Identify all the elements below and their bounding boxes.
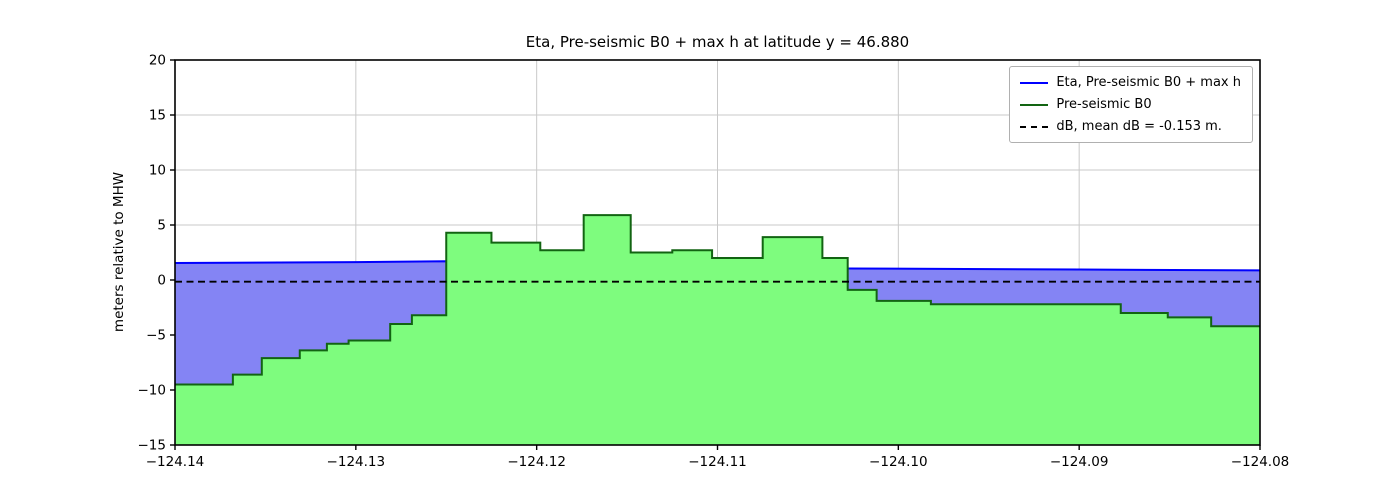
chart-title: Eta, Pre-seismic B0 + max h at latitude … xyxy=(525,33,910,51)
y-tick-label: 10 xyxy=(149,163,166,179)
y-tick-label: 5 xyxy=(157,218,166,234)
y-tick-label: −15 xyxy=(138,438,167,454)
x-tick-label: −124.14 xyxy=(146,454,205,470)
legend-entry-b0: Pre-seismic B0 xyxy=(1020,96,1241,113)
y-tick-label: −10 xyxy=(138,383,167,399)
legend-label-b0: Pre-seismic B0 xyxy=(1056,97,1152,112)
legend-entry-eta: Eta, Pre-seismic B0 + max h xyxy=(1020,74,1241,91)
x-tick-label: −124.10 xyxy=(869,454,928,470)
x-tick-label: −124.12 xyxy=(507,454,566,470)
legend-label-eta: Eta, Pre-seismic B0 + max h xyxy=(1056,75,1241,90)
y-tick-label: 20 xyxy=(149,53,166,69)
y-tick-label: 15 xyxy=(149,108,166,124)
x-tick-label: −124.08 xyxy=(1231,454,1290,470)
legend-line-db xyxy=(1020,125,1049,128)
legend-label-db: dB, mean dB = -0.153 m. xyxy=(1056,119,1222,134)
y-tick-label: −5 xyxy=(146,328,166,344)
legend-line-eta xyxy=(1020,81,1049,84)
legend: Eta, Pre-seismic B0 + max h Pre-seismic … xyxy=(1009,66,1253,143)
x-tick-label: −124.09 xyxy=(1050,454,1109,470)
y-axis-label: meters relative to MHW xyxy=(111,171,127,333)
legend-entry-db: dB, mean dB = -0.153 m. xyxy=(1020,118,1241,135)
x-tick-label: −124.13 xyxy=(327,454,386,470)
x-tick-label: −124.11 xyxy=(688,454,747,470)
legend-line-b0 xyxy=(1020,103,1049,106)
b0-step-line xyxy=(175,214,1260,386)
y-tick-label: 0 xyxy=(157,273,166,289)
